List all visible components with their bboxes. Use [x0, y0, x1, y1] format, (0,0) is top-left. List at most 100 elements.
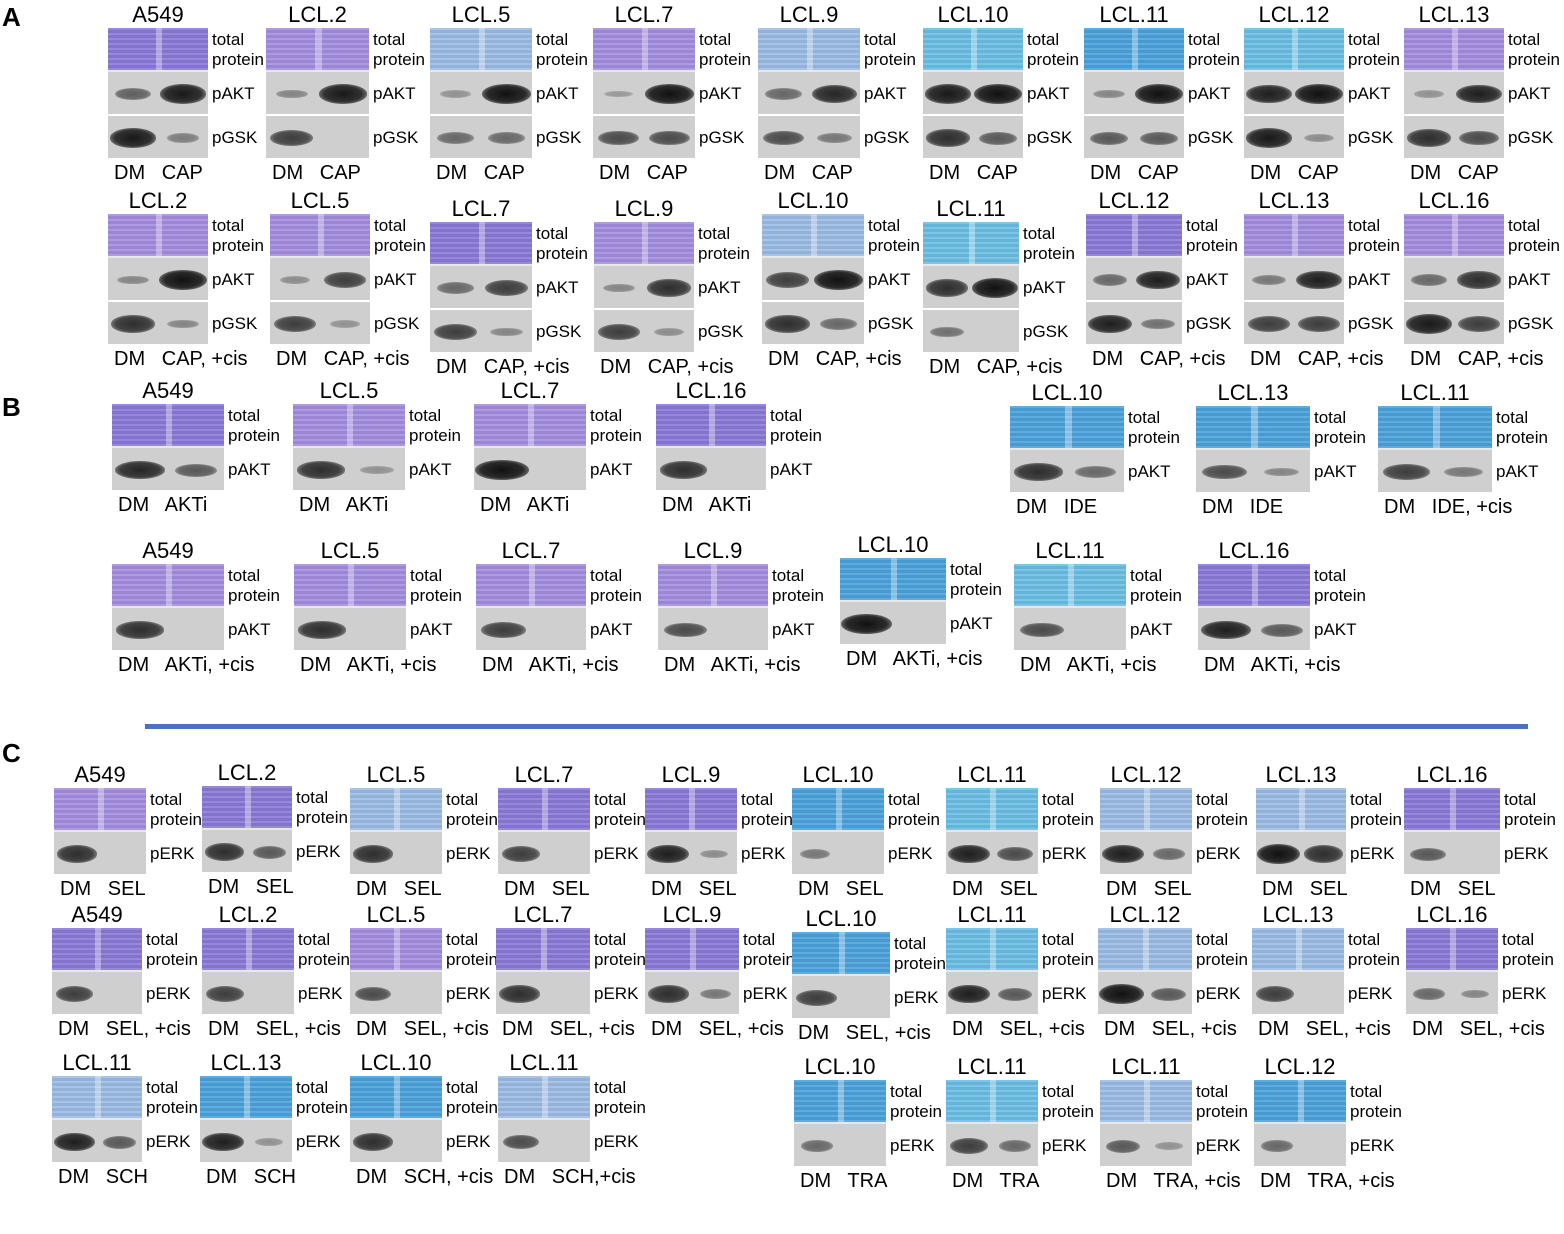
blot-title: LCL.11 — [1400, 380, 1470, 405]
protein-band — [1412, 988, 1446, 1000]
protein-label: protein — [772, 586, 824, 605]
lane-labels: DM TRA — [800, 1170, 888, 1192]
protein-band — [972, 278, 1018, 298]
total-protein-stain — [350, 788, 442, 832]
protein-band — [437, 132, 474, 144]
protein-band — [663, 622, 708, 638]
total-protein-stain — [1244, 214, 1344, 258]
total-label: total — [890, 1082, 923, 1101]
blot-unit: LCL.9 total protein pAKT pGSK DM CAP, +cis — [594, 196, 804, 378]
protein-label: protein — [446, 810, 498, 829]
western-film-pakt — [1086, 258, 1182, 302]
western-film-perk — [498, 832, 590, 876]
lane-labels: DM SEL, +cis — [1258, 1018, 1391, 1040]
western-film-perk — [496, 972, 590, 1016]
protein-band — [352, 845, 393, 863]
protein-band — [766, 272, 809, 288]
total-label: total — [150, 790, 183, 809]
total-label: total — [888, 790, 921, 809]
western-film-perk — [1254, 1124, 1346, 1168]
protein-band — [763, 130, 804, 146]
protein-label: protein — [743, 950, 795, 969]
lane-labels: DM SEL — [1262, 878, 1348, 900]
protein-band — [1140, 131, 1178, 145]
protein-band — [440, 90, 471, 98]
western-film-perk — [1100, 832, 1192, 876]
protein-band — [996, 846, 1034, 862]
protein-label: protein — [374, 236, 426, 255]
western-film-pakt — [293, 448, 405, 492]
total-label: total — [590, 566, 623, 585]
protein-band — [274, 316, 316, 332]
blot-unit: LCL.11 total protein pERK DM TRA, +cis — [1100, 1054, 1302, 1234]
total-label: total — [1348, 930, 1381, 949]
marker-label: pAKT — [1023, 278, 1066, 297]
protein-band — [598, 130, 639, 146]
protein-label: protein — [1502, 950, 1554, 969]
protein-band — [603, 283, 635, 293]
total-label: total — [1027, 30, 1060, 49]
western-film-pgsk — [1244, 116, 1344, 160]
total-protein-stain — [266, 28, 369, 72]
blot-title: LCL.5 — [451, 2, 511, 27]
total-protein-stain — [946, 788, 1038, 832]
lane-labels: DM IDE — [1202, 496, 1284, 518]
protein-band — [926, 129, 970, 147]
protein-label: protein — [212, 236, 264, 255]
marker-label: pGSK — [373, 128, 419, 147]
blot-unit: LCL.11 total protein pAKT DM AKTi, +cis — [1014, 538, 1236, 718]
total-label: total — [409, 406, 442, 425]
western-film-pakt — [1404, 258, 1504, 302]
total-protein-stain — [1404, 28, 1504, 72]
protein-band — [1263, 467, 1300, 477]
protein-band — [1457, 271, 1501, 289]
total-protein-label: total protein — [1042, 790, 1094, 830]
total-protein-label: total protein — [590, 566, 642, 606]
total-protein-label: total protein — [864, 30, 916, 70]
western-film-perk — [1404, 832, 1500, 876]
protein-band — [1075, 466, 1116, 478]
western-film-perk — [52, 972, 142, 1016]
western-film-perk — [792, 976, 890, 1020]
total-label: total — [146, 930, 179, 949]
total-protein-stain — [1100, 1080, 1192, 1124]
blot-title: LCL.2 — [218, 902, 278, 927]
total-protein-stain — [1084, 28, 1184, 72]
blot-unit: LCL.9 total protein pERK DM SEL, +cis — [645, 902, 849, 1082]
lane-labels: DM CAP — [929, 162, 1018, 184]
total-protein-stain — [202, 786, 292, 830]
blot-unit: LCL.11 total protein pERK DM SEL — [946, 762, 1148, 942]
lane-labels: DM AKTi, +cis — [482, 654, 619, 676]
blot-unit: LCL.10 total protein pERK DM TRA — [794, 1054, 996, 1234]
total-protein-label: total protein — [1042, 930, 1094, 970]
blot-unit: LCL.7 total protein pERK DM SEL — [498, 762, 700, 942]
lane-labels: DM SCH — [206, 1166, 296, 1188]
protein-band — [820, 318, 857, 330]
western-film-pgsk — [923, 310, 1019, 354]
protein-band — [1382, 464, 1431, 480]
protein-band — [800, 1140, 834, 1152]
marker-label: pAKT — [228, 460, 271, 479]
protein-label: protein — [228, 586, 280, 605]
lane-labels: DM CAP, +cis — [1410, 348, 1544, 370]
total-protein-stain — [496, 928, 590, 972]
marker-label: pERK — [146, 984, 191, 1003]
lane-labels: DM AKTi, +cis — [1204, 654, 1341, 676]
marker-label: pGSK — [698, 322, 744, 341]
lane-labels: DM CAP, +cis — [929, 356, 1063, 378]
western-film-perk — [202, 972, 294, 1016]
western-film-pakt — [1010, 450, 1124, 494]
blot-title: LCL.10 — [937, 2, 1009, 27]
protein-band — [949, 1138, 989, 1154]
protein-band — [1141, 318, 1175, 330]
blot-title: LCL.10 — [1031, 380, 1103, 405]
blot-title: LCL.16 — [675, 378, 747, 403]
protein-band — [1296, 270, 1342, 290]
protein-band — [1136, 270, 1180, 290]
western-film-pgsk — [108, 302, 208, 346]
total-protein-label: total protein — [1130, 566, 1182, 606]
marker-label: pAKT — [536, 278, 579, 297]
blot-unit: LCL.9 total protein pERK DM SEL — [645, 762, 847, 942]
protein-label: protein — [590, 426, 642, 445]
marker-label: pERK — [1348, 984, 1393, 1003]
